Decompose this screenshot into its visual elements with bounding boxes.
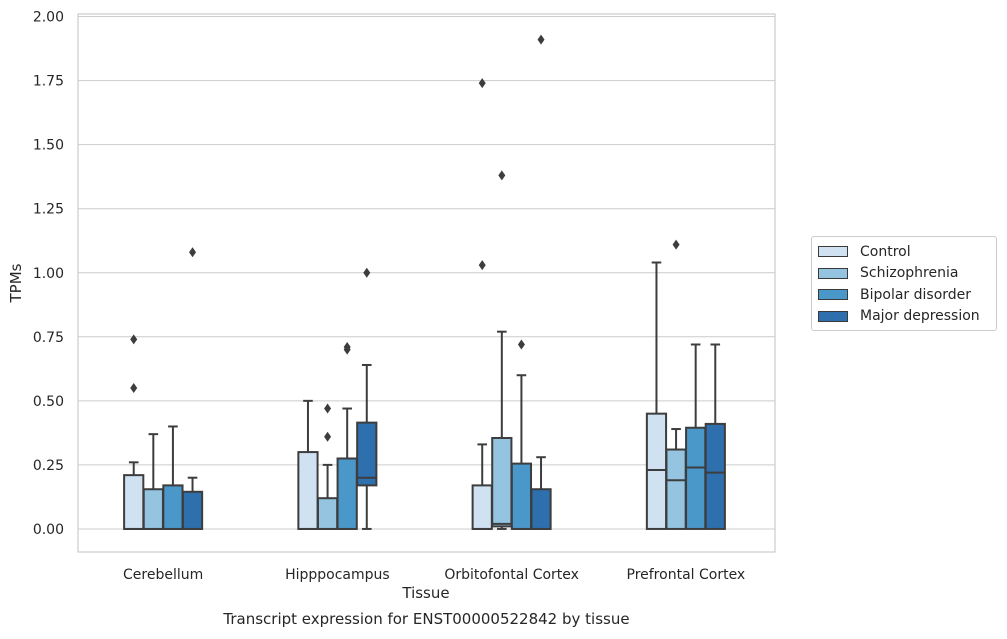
y-tick-label: 2.00 <box>33 10 64 26</box>
outlier-point <box>672 239 680 250</box>
legend-label-major-depression: Major depression <box>860 308 980 325</box>
legend-item-control: Control <box>818 241 990 263</box>
box-1-3 <box>356 267 378 530</box>
legend-swatch-major-depression <box>818 310 848 322</box>
outlier-point <box>363 267 371 278</box>
x-tick-label: Cerebellum <box>123 567 203 583</box>
box-body <box>297 451 319 530</box>
box-2-2 <box>510 339 533 530</box>
box-0-3 <box>181 247 204 530</box>
legend-label-bipolar-disorder: Bipolar disorder <box>860 286 972 303</box>
box-3-3 <box>704 343 726 530</box>
outlier-point <box>130 334 138 345</box>
legend-swatch-bipolar-disorder <box>818 289 848 301</box>
box-body <box>162 484 184 530</box>
box-3-1 <box>665 239 687 530</box>
box-3-2 <box>685 343 707 530</box>
box-1-2 <box>336 342 358 530</box>
box-body <box>142 488 164 530</box>
grid-lines <box>78 16 775 530</box>
box-body <box>665 448 687 530</box>
box-body <box>316 497 339 530</box>
outlier-point <box>189 247 197 258</box>
box-body <box>471 484 493 530</box>
y-axis-label: TPMs <box>7 263 25 303</box>
y-tick-label: 1.25 <box>33 202 64 218</box>
y-tick-label: 1.00 <box>33 266 64 282</box>
box-body <box>510 462 533 530</box>
box-0-0 <box>123 334 145 530</box>
legend-item-schizophrenia: Schizophrenia <box>818 263 990 285</box>
box-0-1 <box>142 433 164 530</box>
box-body <box>530 488 552 530</box>
box-body <box>491 436 513 528</box>
box-1-0 <box>297 399 319 530</box>
box-body <box>685 426 707 530</box>
legend-label-schizophrenia: Schizophrenia <box>860 265 959 282</box>
box-body <box>181 490 204 530</box>
outlier-point <box>498 170 506 181</box>
y-tick-label: 0.00 <box>33 522 64 538</box>
y-tick-label: 0.50 <box>33 394 64 410</box>
outlier-point <box>478 78 486 89</box>
plot-area-frame <box>77 13 776 553</box>
legend-swatch-control <box>818 246 848 258</box>
outlier-point <box>517 339 525 350</box>
y-tick-label: 0.75 <box>33 330 64 346</box>
outlier-point <box>537 34 545 45</box>
legend-item-bipolar-disorder: Bipolar disorder <box>818 284 990 306</box>
outlier-point <box>324 431 332 442</box>
x-tick-label: Hipppocampus <box>285 567 390 583</box>
legend-label-control: Control <box>860 243 911 260</box>
x-tick-label: Orbitofontal Cortex <box>444 567 579 583</box>
box-1-1 <box>316 403 339 530</box>
box-groups <box>123 34 726 530</box>
x-tick-labels: Cerebellum Hipppocampus Orbitofontal Corte… <box>123 567 745 583</box>
box-3-0 <box>645 261 668 530</box>
y-tick-label: 1.75 <box>33 74 64 90</box>
box-body <box>336 457 358 530</box>
x-axis-label: Tissue <box>401 584 449 602</box>
box-body <box>356 421 378 487</box>
box-0-2 <box>162 425 184 530</box>
legend-swatch-schizophrenia <box>818 267 848 279</box>
y-tick-labels: 0.00 0.25 0.50 0.75 1.00 1.25 1.50 1.75 2.00 <box>33 10 64 538</box>
box-2-1 <box>491 170 513 530</box>
outlier-point <box>324 403 332 414</box>
box-2-3 <box>530 34 552 530</box>
y-tick-label: 0.25 <box>33 458 64 474</box>
x-tick-label: Prefrontal Cortex <box>627 567 746 583</box>
outlier-point <box>130 383 138 394</box>
box-body <box>123 474 145 530</box>
box-body <box>645 412 668 530</box>
legend-item-major-depression: Major depression <box>818 306 990 328</box>
legend: Control Schizophrenia Bipolar disorder M… <box>811 236 997 331</box>
chart-caption: Transcript expression for ENST0000052284… <box>223 610 630 628</box>
y-tick-label: 1.50 <box>33 138 64 154</box>
outlier-point <box>343 342 351 353</box>
box-2-0 <box>471 78 493 530</box>
outlier-point <box>478 260 486 271</box>
box-body <box>704 422 726 530</box>
